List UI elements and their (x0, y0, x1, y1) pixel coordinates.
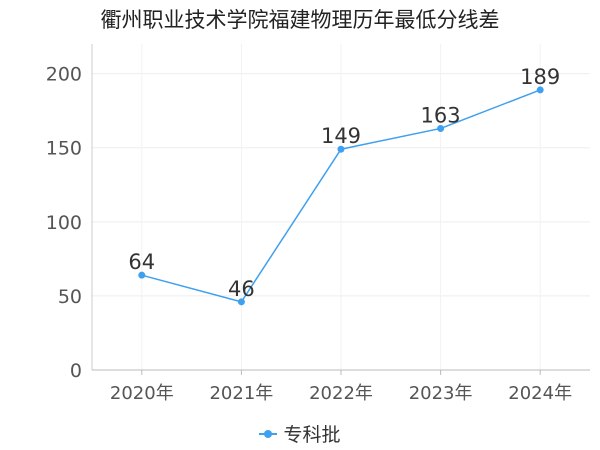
legend-label: 专科批 (283, 424, 341, 446)
legend-item-series[interactable]: 专科批 (259, 420, 341, 447)
grid-lines (92, 44, 590, 370)
x-tick-label: 2024年 (508, 383, 572, 404)
data-point[interactable] (138, 271, 146, 279)
y-tick-label: 150 (46, 138, 82, 160)
series-group: 64 46 149 163 189 (128, 65, 560, 306)
x-axis-ticks: 2020年 2021年 2022年 2023年 2024年 (110, 370, 572, 404)
y-axis-ticks: 0 50 100 150 200 (46, 64, 82, 382)
data-point[interactable] (337, 145, 345, 153)
y-tick-label: 0 (70, 360, 82, 382)
data-label: 163 (421, 103, 461, 127)
chart-title: 衢州职业技术学院福建物理历年最低分线差 (100, 8, 500, 32)
data-point[interactable] (536, 86, 544, 94)
x-tick-label: 2022年 (309, 383, 373, 404)
data-label: 64 (128, 250, 155, 274)
y-tick-label: 50 (58, 286, 82, 308)
legend-line-marker-icon (259, 428, 278, 440)
y-tick-label: 100 (46, 212, 82, 234)
data-label: 189 (520, 65, 560, 89)
y-tick-label: 200 (46, 64, 82, 86)
data-label: 46 (228, 277, 255, 301)
x-tick-label: 2020年 (110, 383, 174, 404)
x-tick-label: 2021年 (209, 383, 273, 404)
legend: 专科批 (0, 420, 600, 447)
data-point[interactable] (437, 124, 445, 132)
data-label: 149 (321, 124, 361, 148)
x-tick-label: 2023年 (409, 383, 473, 404)
data-point[interactable] (237, 298, 245, 306)
